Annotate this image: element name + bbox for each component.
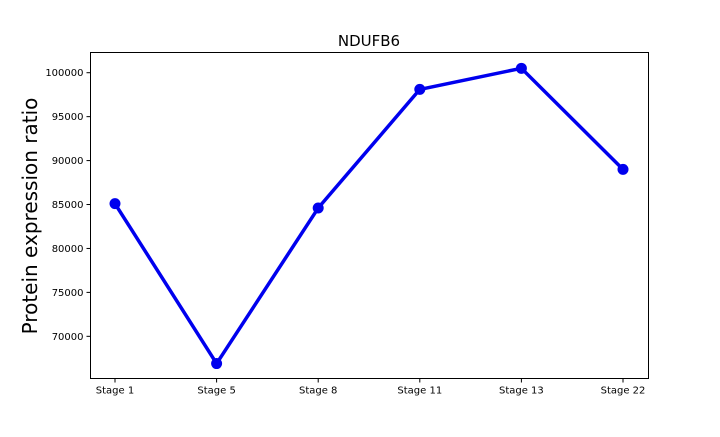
y-axis: 70000 75000 80000 85000 90000 95000 100000 (45, 68, 91, 343)
y-tick-label: 100000 (45, 68, 83, 79)
x-tick-label: Stage 5 (197, 386, 235, 397)
y-tick-label: 95000 (52, 112, 84, 123)
data-point (109, 198, 121, 210)
x-tick-label: Stage 8 (299, 386, 337, 397)
series-line (113, 66, 625, 366)
y-tick-label: 70000 (52, 332, 84, 343)
data-point (617, 163, 629, 175)
x-tick-label: Stage 13 (499, 386, 544, 397)
x-tick-label: Stage 11 (397, 386, 442, 397)
data-point (211, 358, 223, 370)
series-layer (109, 62, 629, 370)
data-point (414, 83, 426, 95)
x-tick-label: Stage 1 (96, 386, 134, 397)
y-tick-label: 80000 (52, 244, 84, 255)
plot-area-frame (90, 52, 649, 379)
chart-title: NDUFB6 (338, 32, 400, 50)
data-point (515, 62, 527, 74)
y-axis-label: Protein expression ratio (18, 98, 42, 335)
x-axis: Stage 1 Stage 5 Stage 8 Stage 11 Stage 13 Sta… (96, 378, 646, 397)
y-tick-label: 90000 (52, 156, 84, 167)
y-tick-label: 75000 (52, 288, 84, 299)
data-point (312, 202, 324, 214)
x-tick-label: Stage 22 (601, 386, 646, 397)
y-tick-label: 85000 (52, 200, 84, 211)
